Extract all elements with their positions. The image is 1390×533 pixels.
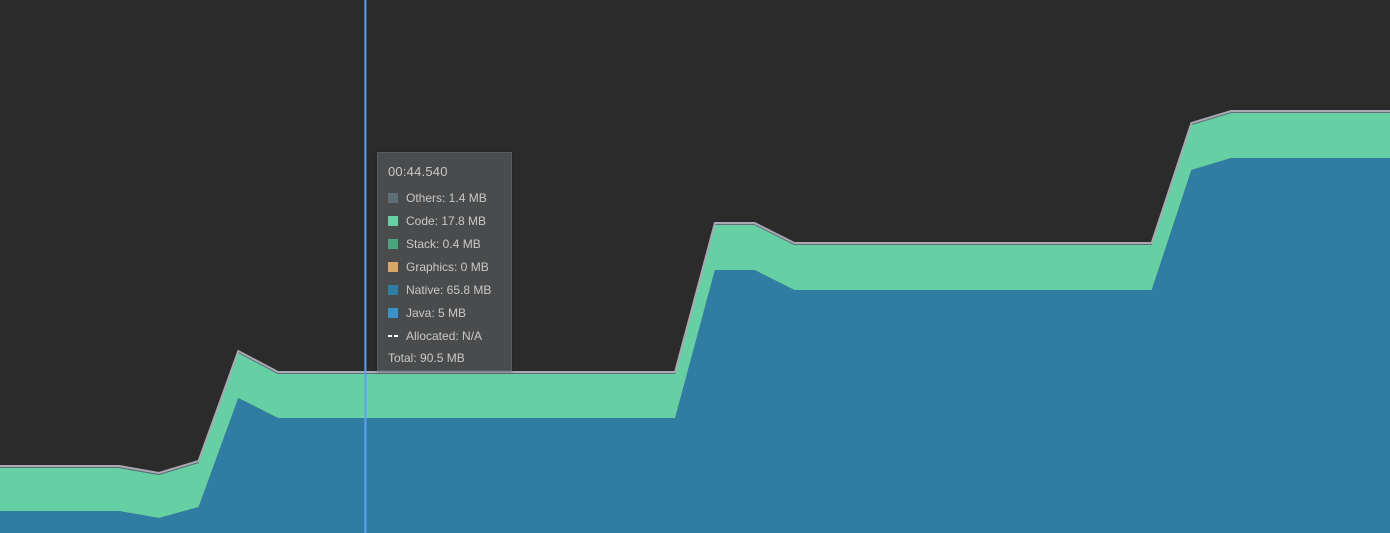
graphics-swatch [388,261,398,272]
tooltip-label-stack: Stack: 0.4 MB [406,236,481,251]
tooltip-label-java: Java: 5 MB [406,305,467,320]
others-swatch [388,192,398,203]
tooltip-row-code: Code: 17.8 MB [388,209,501,232]
tooltip-label-others: Others: 1.4 MB [406,190,487,205]
tooltip-timestamp: 00:44.540 [388,164,448,179]
tooltip-total: Total: 90.5 MB [388,351,465,365]
tooltip-row-allocated: Allocated: N/A [388,324,501,347]
stack-swatch [388,238,398,249]
tooltip-label-native: Native: 65.8 MB [406,282,492,297]
native-swatch [388,284,398,295]
tooltip-label-allocated: Allocated: N/A [406,328,483,343]
memory-tooltip: 00:44.540 Others: 1.4 MB Code: 17.8 MB S… [377,152,512,371]
tooltip-row-native: Native: 65.8 MB [388,278,501,301]
java-swatch [388,307,398,318]
series-area-code [0,113,1390,518]
tooltip-label-code: Code: 17.8 MB [406,213,487,228]
series-area-native [0,158,1390,533]
tooltip-row-others: Others: 1.4 MB [388,186,501,209]
total-outline [0,110,1390,475]
tooltip-row-java: Java: 5 MB [388,301,501,324]
tooltip-row-graphics: Graphics: 0 MB [388,255,501,278]
code-swatch [388,215,398,226]
tooltip-row-stack: Stack: 0.4 MB [388,232,501,255]
tooltip-label-graphics: Graphics: 0 MB [406,259,489,274]
allocated-dash-icon [388,331,398,341]
